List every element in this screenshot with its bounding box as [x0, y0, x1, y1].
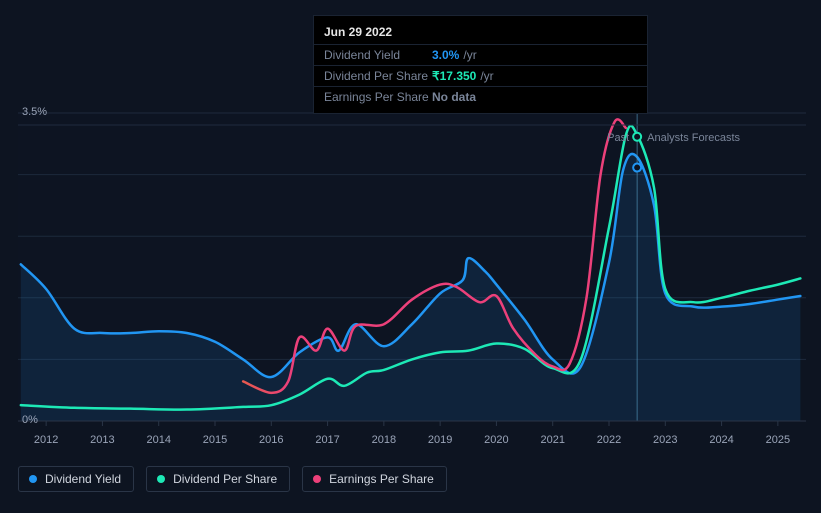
region-label-forecast: Analysts Forecasts — [647, 132, 740, 144]
legend-item-dividend-per-share[interactable]: Dividend Per Share — [146, 466, 290, 492]
x-axis-label: 2015 — [203, 434, 227, 446]
tooltip-row: Earnings Per Share No data — [314, 86, 647, 107]
tooltip-suffix: /yr — [463, 48, 476, 62]
tooltip-label: Dividend Yield — [324, 48, 432, 62]
chart-legend: Dividend Yield Dividend Per Share Earnin… — [18, 466, 447, 492]
tooltip-row: Dividend Yield 3.0% /yr — [314, 44, 647, 65]
x-axis-label: 2018 — [372, 434, 396, 446]
region-label-past: Past — [607, 132, 629, 144]
x-axis-label: 2013 — [90, 434, 114, 446]
x-axis-label: 2016 — [259, 434, 283, 446]
legend-item-earnings-per-share[interactable]: Earnings Per Share — [302, 466, 447, 492]
tooltip-value: No data — [432, 90, 476, 104]
x-axis-label: 2017 — [315, 434, 339, 446]
tooltip-label: Earnings Per Share — [324, 90, 432, 104]
x-axis-label: 2020 — [484, 434, 508, 446]
legend-dot — [157, 475, 165, 483]
tooltip-suffix: /yr — [480, 69, 493, 83]
y-axis-label: 3.5% — [22, 106, 47, 118]
legend-dot — [313, 475, 321, 483]
x-axis-label: 2024 — [709, 434, 733, 446]
legend-label: Earnings Per Share — [329, 472, 434, 486]
tooltip-value: ₹17.350 — [432, 69, 476, 83]
x-axis-label: 2022 — [597, 434, 621, 446]
x-axis-label: 2012 — [34, 434, 58, 446]
tooltip-title: Jun 29 2022 — [314, 22, 647, 44]
legend-item-dividend-yield[interactable]: Dividend Yield — [18, 466, 134, 492]
chart-tooltip: Jun 29 2022 Dividend Yield 3.0% /yr Divi… — [313, 15, 648, 114]
legend-label: Dividend Per Share — [173, 472, 277, 486]
tooltip-value: 3.0% — [432, 48, 459, 62]
x-axis-label: 2025 — [766, 434, 790, 446]
x-axis-label: 2023 — [653, 434, 677, 446]
y-axis-label: 0% — [22, 414, 38, 426]
legend-dot — [29, 475, 37, 483]
legend-label: Dividend Yield — [45, 472, 121, 486]
x-axis-label: 2014 — [146, 434, 170, 446]
x-axis-label: 2019 — [428, 434, 452, 446]
tooltip-label: Dividend Per Share — [324, 69, 432, 83]
x-axis-label: 2021 — [540, 434, 564, 446]
tooltip-row: Dividend Per Share ₹17.350 /yr — [314, 65, 647, 86]
